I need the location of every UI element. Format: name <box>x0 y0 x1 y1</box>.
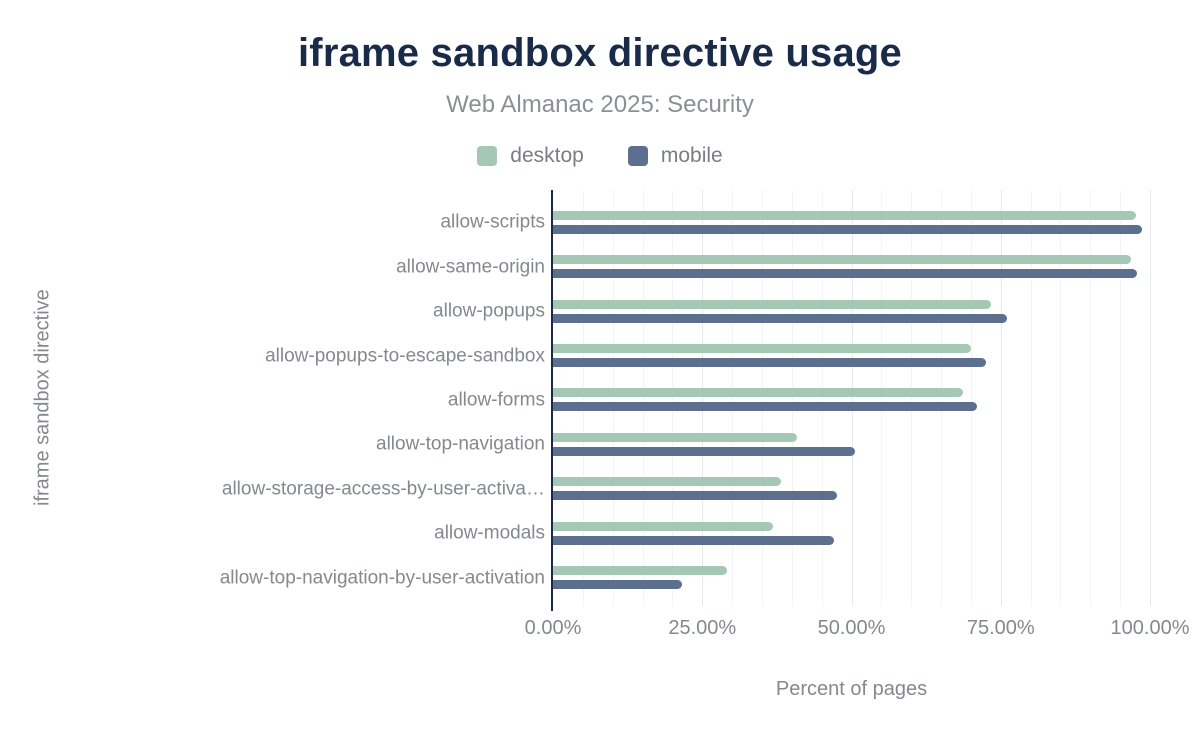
bar-desktop <box>553 210 1136 220</box>
gridline-minor <box>791 190 793 606</box>
gridline-minor <box>761 190 763 606</box>
legend: desktop mobile <box>0 144 1200 168</box>
gridline-minor <box>911 190 913 606</box>
legend-label: mobile <box>660 144 723 167</box>
gridline-major <box>1000 190 1002 606</box>
bar-mobile <box>553 580 682 590</box>
bar-desktop <box>553 521 774 531</box>
gridline-minor <box>1120 190 1122 606</box>
gridline-minor <box>970 190 972 606</box>
bar-desktop <box>553 566 728 576</box>
bar-mobile <box>553 269 1138 279</box>
category-label: allow-forms <box>447 389 545 411</box>
bar-group: allow-storage-access-by-user-activa… <box>222 467 1150 511</box>
bar-group: allow-popups-to-escape-sandbox <box>265 333 1150 377</box>
gridline-major <box>851 190 853 606</box>
gridline-minor <box>732 190 734 606</box>
bar-group: allow-popups <box>433 289 1150 333</box>
bar-rows: allow-scripts allow-same-origin allow-popu… <box>220 200 1150 600</box>
gridline-major <box>702 190 704 606</box>
bar-group: allow-same-origin <box>396 244 1150 288</box>
bar-desktop <box>553 432 798 442</box>
gridline-minor <box>821 190 823 606</box>
gridline-minor <box>1060 190 1062 606</box>
category-label: allow-popups <box>433 300 545 322</box>
bar-desktop <box>553 299 992 309</box>
gridline-minor <box>941 190 943 606</box>
bar-mobile <box>553 313 1008 323</box>
gridline-minor <box>642 190 644 606</box>
gridline-major <box>1150 190 1151 606</box>
x-tick-label: 75.00% <box>966 617 1035 639</box>
bar-mobile <box>553 446 856 456</box>
category-label: allow-top-navigation-by-user-activation <box>219 567 545 589</box>
category-label: allow-top-navigation <box>376 433 545 455</box>
bar-group: allow-top-navigation <box>376 422 1150 466</box>
x-tick-label: 25.00% <box>668 617 737 639</box>
bar-desktop <box>553 344 972 354</box>
category-label: allow-modals <box>434 522 545 544</box>
y-axis-title: iframe sandbox directive <box>31 289 54 507</box>
legend-item-desktop: desktop <box>477 144 584 168</box>
bar-desktop <box>553 388 963 398</box>
category-label: allow-popups-to-escape-sandbox <box>265 345 545 367</box>
legend-label: desktop <box>510 144 584 167</box>
chart-subtitle: Web Almanac 2025: Security <box>446 91 754 118</box>
legend-item-mobile: mobile <box>627 144 723 168</box>
gridline-minor <box>612 190 614 606</box>
y-axis-line <box>551 190 553 611</box>
x-tick-label: 100.00% <box>1110 617 1190 639</box>
bar-mobile <box>553 358 986 368</box>
chart-title: iframe sandbox directive usage <box>297 31 902 75</box>
x-axis-title: Percent of pages <box>775 678 928 700</box>
gridline-minor <box>1030 190 1032 606</box>
gridline-minor <box>881 190 883 606</box>
x-axis-ticks: 0.00% 25.00% 50.00% 75.00% 100.00% <box>525 617 1190 641</box>
category-label: allow-scripts <box>440 211 545 233</box>
bar-mobile <box>553 491 837 501</box>
category-label: allow-same-origin <box>396 256 545 278</box>
category-label: allow-storage-access-by-user-activa… <box>221 478 545 500</box>
gridline-minor <box>582 190 584 606</box>
bar-mobile <box>553 535 834 545</box>
bar-group: allow-modals <box>434 511 1150 555</box>
bar-group: allow-forms <box>448 378 1150 422</box>
bar-desktop <box>553 477 782 487</box>
legend-swatch-mobile <box>627 146 648 166</box>
plot-area: allow-scripts allow-same-origin allow-popu… <box>220 190 1151 611</box>
bar-mobile <box>553 224 1142 234</box>
gridline-minor <box>672 190 674 606</box>
bar-group: allow-top-navigation-by-user-activation <box>220 556 1150 600</box>
gridline-minor <box>1090 190 1092 606</box>
bar-mobile <box>553 402 977 412</box>
bar-desktop <box>553 255 1132 265</box>
x-tick-label: 0.00% <box>524 617 582 639</box>
legend-swatch-desktop <box>477 146 498 166</box>
bar-group: allow-scripts <box>440 200 1150 244</box>
x-tick-label: 50.00% <box>817 617 886 639</box>
